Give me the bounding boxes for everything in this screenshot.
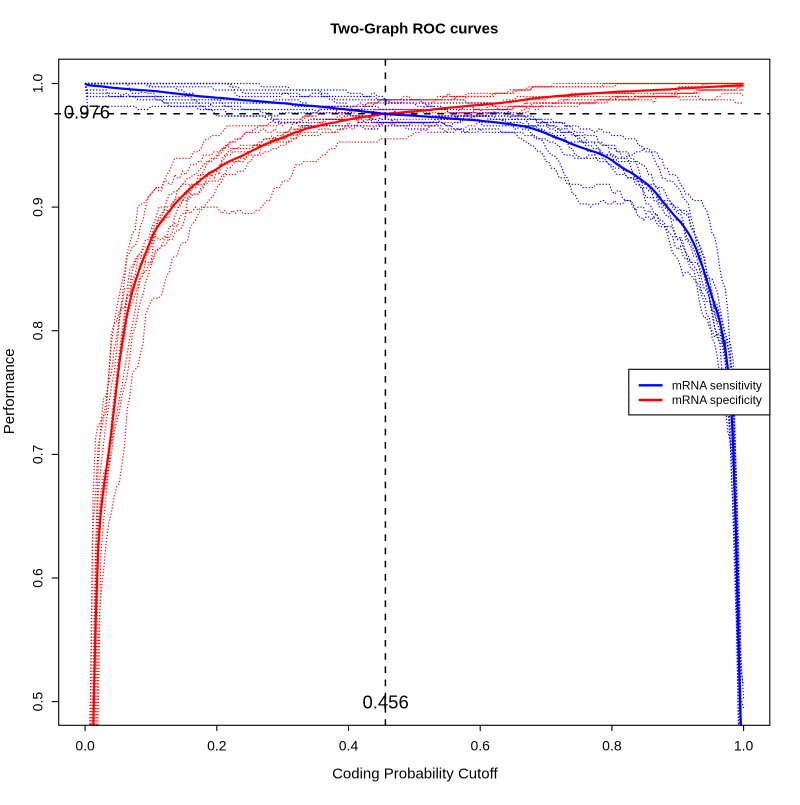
svg-text:0.6: 0.6 <box>29 568 45 588</box>
svg-text:0.7: 0.7 <box>29 444 45 464</box>
svg-text:mRNA sensitivity: mRNA sensitivity <box>672 378 762 392</box>
svg-text:1.0: 1.0 <box>734 737 754 753</box>
svg-text:0.4: 0.4 <box>339 737 359 753</box>
svg-text:0.5: 0.5 <box>29 692 45 712</box>
svg-text:0.8: 0.8 <box>602 737 622 753</box>
svg-text:Coding Probability Cutoff: Coding Probability Cutoff <box>332 766 498 783</box>
svg-text:0.9: 0.9 <box>29 197 45 217</box>
svg-text:0.2: 0.2 <box>207 737 227 753</box>
svg-text:0.0: 0.0 <box>75 737 95 753</box>
svg-text:0.976: 0.976 <box>64 102 110 123</box>
svg-text:0.456: 0.456 <box>362 692 408 713</box>
svg-text:0.6: 0.6 <box>470 737 490 753</box>
svg-text:1.0: 1.0 <box>29 74 45 94</box>
svg-text:0.8: 0.8 <box>29 321 45 341</box>
svg-text:Two-Graph ROC curves: Two-Graph ROC curves <box>330 20 498 37</box>
svg-text:mRNA specificity: mRNA specificity <box>672 393 762 407</box>
svg-text:Performance: Performance <box>1 348 18 434</box>
